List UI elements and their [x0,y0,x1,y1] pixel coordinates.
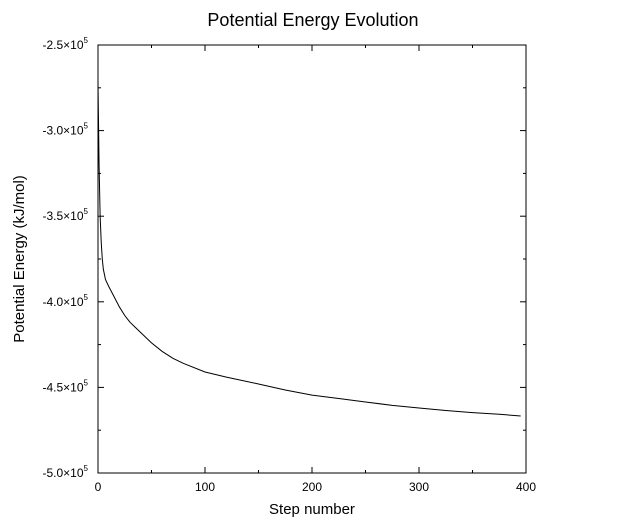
chart-title: Potential Energy Evolution [207,10,418,30]
y-tick-label: -4.5×105 [43,378,89,394]
x-tick-label: 200 [302,480,322,494]
y-tick-label: -5.0×105 [43,464,89,480]
y-tick-label: -3.0×105 [43,122,89,138]
x-tick-label: 400 [516,480,536,494]
x-axis-label: Step number [269,501,355,518]
series-line [97,82,521,417]
y-tick-label: -3.5×105 [43,207,89,223]
x-tick-label: 100 [195,480,215,494]
x-tick-label: 300 [409,480,429,494]
y-axis-label: Potential Energy (kJ/mol) [11,175,28,343]
x-axis-tick-labels: 0 100 200 300 400 [95,480,537,494]
x-tick-label: 0 [95,480,102,494]
y-axis-ticks [98,44,526,474]
plot-frame [97,44,527,474]
y-tick-label: -4.0×105 [43,293,89,309]
y-axis-tick-labels: -2.5×105 -3.0×105 -3.5×105 -4.0×105 -4.5×105… [43,36,89,480]
x-axis-ticks [97,45,527,473]
y-tick-label: -2.5×105 [43,36,89,52]
